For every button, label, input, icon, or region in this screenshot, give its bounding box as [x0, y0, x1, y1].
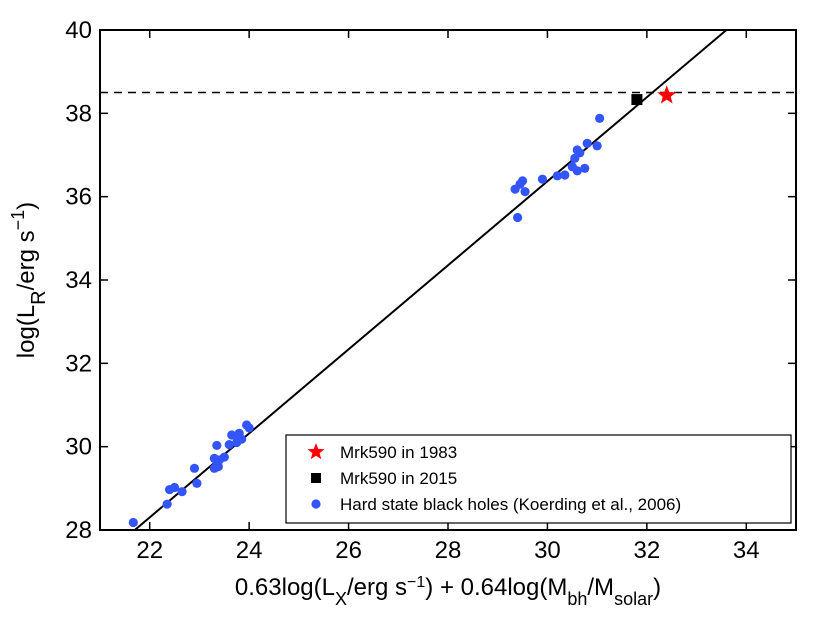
y-tick-label-32: 32 [65, 350, 92, 377]
data-point-hard-state-27 [537, 174, 548, 184]
x-tick-label-22: 22 [136, 537, 163, 564]
y-tick-label-28: 28 [65, 517, 92, 544]
data-point-hard-state-34 [572, 145, 582, 155]
x-tick-label-30: 30 [534, 537, 561, 564]
x-tick-labels: 22 24 26 28 30 32 34 [136, 537, 759, 564]
legend-label-hard-state: Hard state black holes (Koerding et al.,… [340, 495, 681, 514]
legend-label-mrk590-1983: Mrk590 in 1983 [340, 443, 457, 462]
data-point-hard-state-5 [192, 478, 202, 488]
legend-marker-square [311, 473, 321, 483]
y-tick-label-36: 36 [65, 184, 92, 211]
data-point-hard-state-38 [595, 113, 605, 123]
legend-marker-circle [311, 499, 321, 509]
data-point-mrk590-2015 [631, 94, 643, 106]
y-tick-label-38: 38 [65, 100, 92, 127]
data-points [128, 85, 677, 528]
y-axis-label: log(LR/erg s−1) [8, 202, 50, 358]
x-tick-label-32: 32 [634, 537, 661, 564]
y-tick-labels: 28 30 32 34 36 38 40 [65, 17, 92, 544]
data-point-hard-state-12 [219, 452, 229, 462]
data-point-hard-state-32 [572, 166, 582, 176]
legend-marker-star [307, 443, 325, 460]
legend-box [285, 434, 792, 524]
data-point-hard-state-19 [234, 428, 244, 438]
data-point-hard-state-35 [580, 163, 590, 173]
legend-label-mrk590-2015: Mrk590 in 2015 [340, 469, 457, 488]
data-point-hard-state-4 [177, 487, 187, 497]
data-point-hard-state-23 [513, 212, 523, 223]
data-point-hard-state-1 [162, 499, 172, 509]
data-point-hard-state-21 [242, 420, 252, 430]
data-point-hard-state-29 [560, 170, 570, 180]
data-point-hard-state-25 [517, 176, 528, 186]
x-tick-label-24: 24 [236, 537, 263, 564]
data-point-hard-state-28 [552, 171, 562, 181]
data-point-hard-state-26 [520, 187, 530, 197]
data-point-hard-state-3 [169, 482, 180, 493]
x-tick-label-28: 28 [435, 537, 462, 564]
data-point-hard-state-37 [592, 141, 602, 151]
data-point-hard-state-0 [128, 517, 138, 528]
plot-area-frame [99, 29, 797, 531]
y-tick-label-30: 30 [65, 434, 92, 461]
data-point-hard-state-13 [212, 440, 222, 451]
x-axis-label: 0.63log(LX/erg s−1) + 0.64log(Mbh/Msolar… [235, 574, 661, 610]
data-point-hard-state-14 [224, 439, 234, 450]
fit-line [134, 30, 728, 530]
y-tick-label-40: 40 [65, 17, 92, 44]
data-point-hard-state-6 [189, 463, 200, 473]
data-point-hard-state-36 [582, 138, 592, 148]
legend: Mrk590 in 1983 Mrk590 in 2015 Hard state… [285, 434, 792, 524]
x-tick-label-26: 26 [335, 537, 362, 564]
data-point-mrk590-1983 [657, 85, 677, 104]
y-tick-label-34: 34 [65, 267, 92, 294]
x-tick-label-34: 34 [733, 537, 760, 564]
legend-markers [307, 443, 325, 509]
reference-lines [100, 30, 796, 530]
